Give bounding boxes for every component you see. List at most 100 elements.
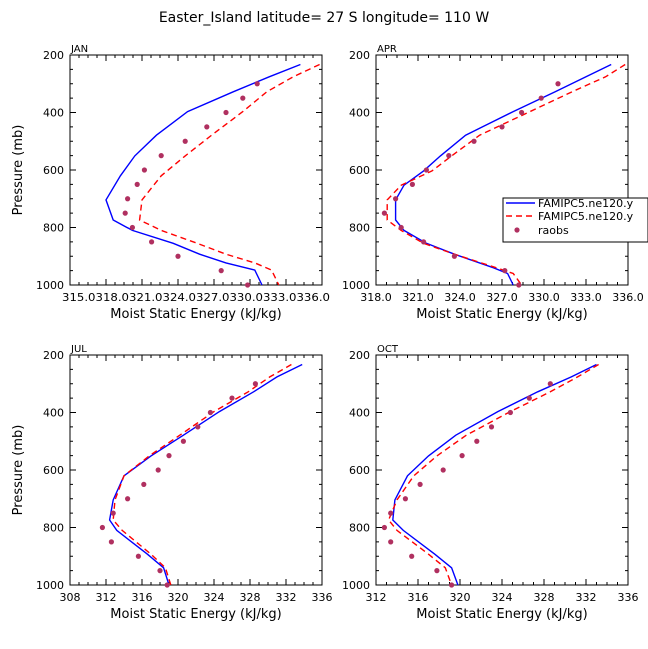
x-tick-label: 320 bbox=[450, 591, 471, 604]
series-line-solid bbox=[108, 363, 303, 586]
panel-jan: JAN 315.0318.0321.0324.0327.0330.0333.033… bbox=[11, 44, 330, 322]
raobs-point bbox=[180, 438, 186, 444]
legend-label: FAMIPC5.ne120.y bbox=[538, 197, 634, 210]
x-tick-label: 324.0 bbox=[444, 291, 476, 304]
raobs-point bbox=[434, 568, 440, 574]
y-tick-label: 800 bbox=[43, 522, 64, 535]
raobs-point bbox=[110, 510, 116, 516]
raobs-point bbox=[381, 524, 387, 531]
series-line-dashed bbox=[387, 363, 599, 586]
y-tick-label: 600 bbox=[43, 164, 64, 177]
y-tick-label: 1000 bbox=[36, 579, 64, 592]
raobs-point bbox=[402, 496, 408, 502]
raobs-point bbox=[195, 424, 201, 430]
legend-box bbox=[502, 197, 648, 243]
raobs-point bbox=[488, 424, 495, 430]
raobs-point bbox=[125, 196, 131, 202]
raobs-point bbox=[252, 381, 258, 387]
legend-marker-raobs bbox=[514, 227, 520, 233]
x-tick-label: 336.0 bbox=[612, 291, 644, 304]
x-axis-label: Moist Static Energy (kJ/kg) bbox=[110, 607, 281, 622]
y-tick-label: 1000 bbox=[36, 279, 64, 292]
raobs-point bbox=[417, 481, 423, 487]
y-tick-label: 800 bbox=[43, 222, 64, 235]
raobs-point bbox=[519, 109, 525, 116]
raobs-point bbox=[99, 524, 105, 531]
raobs-point bbox=[547, 381, 553, 387]
y-tick-label: 200 bbox=[43, 49, 64, 62]
x-axis-label: Moist Static Energy (kJ/kg) bbox=[110, 307, 281, 322]
y-tick-label: 800 bbox=[349, 222, 370, 235]
y-axis-label: Pressure (mb) bbox=[11, 425, 26, 516]
x-tick-label: 312 bbox=[366, 591, 387, 604]
x-tick-label: 332 bbox=[576, 591, 597, 604]
y-tick-label: 400 bbox=[349, 107, 370, 120]
x-tick-label: 321.0 bbox=[402, 291, 434, 304]
raobs-point bbox=[182, 138, 188, 144]
x-tick-label: 327.0 bbox=[486, 291, 518, 304]
raobs-point bbox=[499, 124, 505, 130]
y-tick-label: 400 bbox=[43, 407, 64, 420]
panel-apr: APR 318.0 321.0 324.0 327.0 330.0 333.0 336.0 20… bbox=[342, 44, 644, 322]
raobs-point bbox=[516, 282, 522, 288]
raobs-point bbox=[141, 167, 147, 173]
raobs-point bbox=[155, 467, 161, 473]
legend-label: FAMIPC5.ne120.y bbox=[538, 210, 634, 223]
x-tick-label: 330.0 bbox=[528, 291, 560, 304]
x-tick-label: 324 bbox=[204, 591, 225, 604]
y-tick-label: 800 bbox=[349, 522, 370, 535]
month-label: JAN bbox=[70, 44, 88, 55]
raobs-point bbox=[164, 582, 170, 588]
raobs-point bbox=[135, 553, 141, 559]
raobs-point bbox=[440, 467, 446, 473]
y-tick-label: 400 bbox=[43, 107, 64, 120]
raobs-point bbox=[449, 582, 455, 588]
x-tick-label: 324 bbox=[492, 591, 513, 604]
y-tick-label: 400 bbox=[349, 407, 370, 420]
month-label: OCT bbox=[377, 344, 399, 355]
x-tick-label: 308 bbox=[60, 591, 81, 604]
y-axis-label: Pressure (mb) bbox=[11, 125, 26, 216]
raobs-point bbox=[502, 268, 508, 274]
raobs-point bbox=[134, 181, 140, 187]
page-title: Easter_Island latitude= 27 S longitude= … bbox=[159, 10, 489, 26]
x-tick-labels: 315.0318.0321.0324.0327.0330.0333.0336.0 bbox=[62, 291, 330, 304]
raobs-point bbox=[409, 553, 415, 559]
raobs-point bbox=[166, 453, 172, 459]
raobs-point bbox=[388, 510, 394, 516]
raobs-point bbox=[149, 239, 155, 245]
raobs-point bbox=[538, 95, 544, 101]
raobs-point bbox=[125, 496, 131, 502]
series-line-dashed bbox=[112, 363, 292, 586]
raobs-point bbox=[446, 153, 452, 159]
raobs-point bbox=[507, 409, 513, 416]
raobs-point bbox=[129, 224, 135, 231]
raobs-point bbox=[122, 210, 128, 216]
x-tick-label: 333.0 bbox=[570, 291, 602, 304]
raobs-point bbox=[459, 453, 465, 459]
y-tick-label: 600 bbox=[43, 464, 64, 477]
month-label: APR bbox=[377, 44, 397, 55]
series-line-solid bbox=[105, 63, 301, 286]
raobs-point bbox=[207, 409, 213, 416]
raobs-point bbox=[388, 539, 394, 545]
y-tick-label: 200 bbox=[349, 349, 370, 362]
raobs-point bbox=[223, 109, 229, 116]
raobs-point bbox=[141, 481, 147, 487]
raobs-point bbox=[204, 124, 210, 130]
x-tick-label: 316 bbox=[408, 591, 429, 604]
raobs-point bbox=[229, 395, 235, 401]
raobs-point bbox=[381, 210, 387, 216]
x-tick-label: 336 bbox=[312, 591, 333, 604]
plot-frame bbox=[69, 354, 323, 586]
y-tick-label: 600 bbox=[349, 464, 370, 477]
x-axis-label: Moist Static Energy (kJ/kg) bbox=[416, 607, 587, 622]
panel-jul: JUL 308 312 316 320 324 328 332 336 200 400 600 800 1… bbox=[11, 344, 333, 622]
panel-oct: OCT 312 316 320 324 328 332 336 200 400 600 800 1000… bbox=[342, 344, 639, 622]
plot-frame bbox=[375, 54, 629, 286]
raobs-point bbox=[421, 239, 427, 245]
series-line-dashed bbox=[138, 63, 320, 286]
raobs-point bbox=[240, 95, 246, 101]
